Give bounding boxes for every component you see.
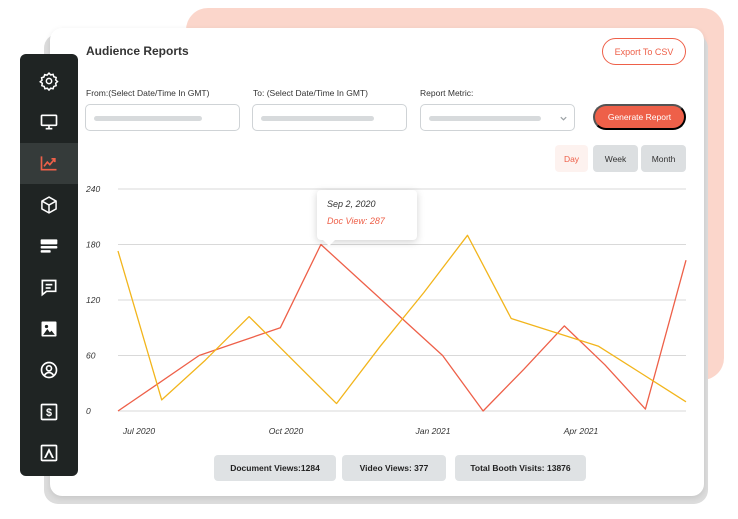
audience-line-chart: 240 180 120 60 0 Jul 2020 Oct 2020 Jan 2021 Apr … xyxy=(85,184,687,436)
y-tick-label: 0 xyxy=(86,406,91,416)
sidebar-item-banners[interactable] xyxy=(20,226,78,267)
message-icon xyxy=(41,279,57,297)
sidebar-item-gallery[interactable] xyxy=(20,308,78,349)
sidebar-item-profile[interactable] xyxy=(20,350,78,391)
monitor-icon xyxy=(40,114,58,130)
series-line-video-views xyxy=(117,234,687,405)
cube-icon xyxy=(41,196,57,214)
sidebar-item-display[interactable] xyxy=(20,101,78,142)
user-circle-icon xyxy=(40,362,58,379)
sidebar: $ xyxy=(20,54,78,476)
y-tick-label: 240 xyxy=(85,184,100,194)
chevron-down-icon xyxy=(560,116,567,121)
sidebar-item-accessibility[interactable] xyxy=(20,433,78,474)
to-date-label: To: (Select Date/Time In GMT) xyxy=(253,88,368,98)
y-tick-label: 60 xyxy=(86,351,96,361)
letter-a-icon xyxy=(40,444,58,462)
booth-visits-stat: Total Booth Visits: 13876 xyxy=(455,455,586,481)
tooltip-date: Sep 2, 2020 xyxy=(327,199,376,209)
to-date-field[interactable] xyxy=(252,104,407,131)
placeholder-bar xyxy=(261,116,374,121)
placeholder-bar xyxy=(429,116,541,121)
export-csv-button[interactable]: Export To CSV xyxy=(602,38,686,65)
placeholder-bar xyxy=(94,116,202,121)
series-line-doc-views xyxy=(117,243,687,412)
range-month-button[interactable]: Month xyxy=(641,145,686,172)
sidebar-item-settings[interactable] xyxy=(20,60,78,101)
sidebar-item-messages[interactable] xyxy=(20,267,78,308)
y-tick-label: 120 xyxy=(86,295,100,305)
trend-chart-icon xyxy=(40,156,57,171)
x-tick-label: Jul 2020 xyxy=(122,426,155,436)
image-icon xyxy=(41,321,57,337)
range-day-button[interactable]: Day xyxy=(555,145,588,172)
tooltip-arrow xyxy=(323,240,335,246)
video-views-stat: Video Views: 377 xyxy=(342,455,446,481)
dollar-icon: $ xyxy=(40,403,58,421)
from-date-label: From:(Select Date/Time In GMT) xyxy=(86,88,210,98)
document-views-stat: Document Views:1284 xyxy=(214,455,336,481)
x-tick-label: Jan 2021 xyxy=(415,426,451,436)
from-date-field[interactable] xyxy=(85,104,240,131)
range-week-button[interactable]: Week xyxy=(593,145,638,172)
x-tick-label: Apr 2021 xyxy=(563,426,599,436)
report-metric-select[interactable] xyxy=(420,104,575,131)
y-tick-label: 180 xyxy=(86,240,100,250)
generate-report-button[interactable]: Generate Report xyxy=(593,104,686,130)
svg-text:$: $ xyxy=(46,407,52,419)
sidebar-item-products[interactable] xyxy=(20,184,78,225)
tooltip-value: Doc View: 287 xyxy=(327,216,385,226)
chart-tooltip: Sep 2, 2020 Doc View: 287 xyxy=(317,190,417,246)
report-metric-label: Report Metric: xyxy=(420,88,474,98)
gear-icon xyxy=(39,71,59,91)
sidebar-item-analytics[interactable] xyxy=(20,142,78,185)
x-tick-label: Oct 2020 xyxy=(269,426,304,436)
page-title: Audience Reports xyxy=(86,44,189,58)
sidebar-item-payments[interactable]: $ xyxy=(20,391,78,432)
banner-icon xyxy=(40,239,58,253)
